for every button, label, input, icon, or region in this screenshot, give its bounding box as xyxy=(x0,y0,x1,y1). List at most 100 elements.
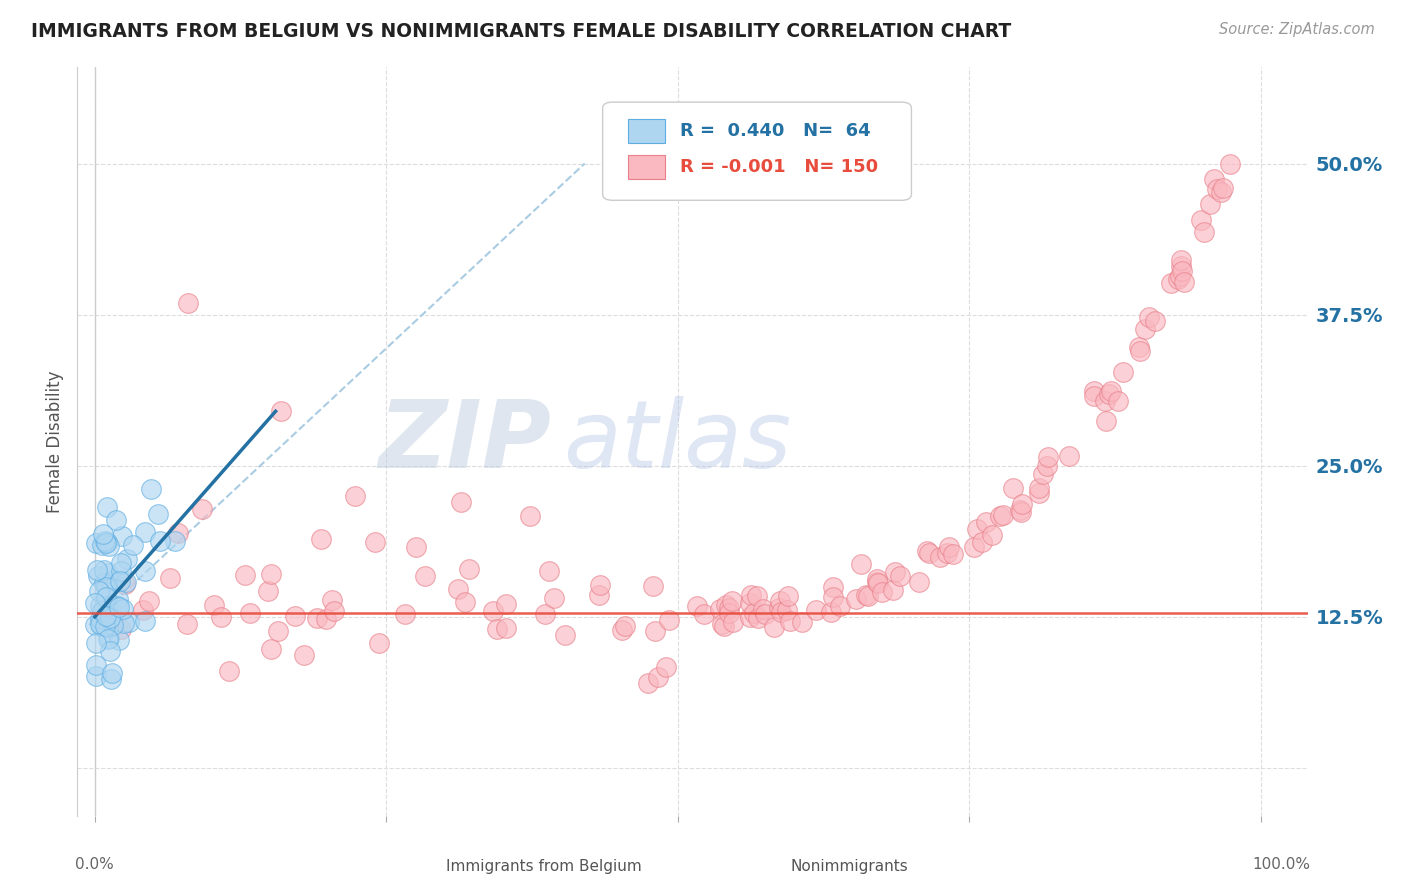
Point xyxy=(96,590,118,604)
Point xyxy=(754,607,776,621)
Text: Source: ZipAtlas.com: Source: ZipAtlas.com xyxy=(1219,22,1375,37)
Point xyxy=(942,547,965,561)
Point xyxy=(485,622,508,636)
Point xyxy=(1036,450,1059,464)
Point xyxy=(866,572,889,586)
Point xyxy=(94,609,117,624)
Point xyxy=(519,508,541,523)
Point xyxy=(718,607,741,621)
Point xyxy=(266,624,288,638)
Point xyxy=(394,607,416,621)
Point xyxy=(139,482,162,496)
Text: 0.0%: 0.0% xyxy=(75,857,114,872)
Point xyxy=(938,540,960,554)
Point xyxy=(1189,212,1212,227)
Point xyxy=(588,588,610,602)
Point xyxy=(740,588,762,602)
Point xyxy=(84,618,107,632)
Point xyxy=(163,534,186,549)
Point xyxy=(716,598,738,612)
Point xyxy=(1219,156,1241,170)
Point xyxy=(641,579,664,593)
Point xyxy=(364,535,387,549)
Point xyxy=(1199,196,1222,211)
Point xyxy=(655,659,678,673)
Point xyxy=(104,513,127,527)
Point xyxy=(94,581,117,595)
Point xyxy=(1129,343,1152,358)
Point xyxy=(828,599,851,614)
Point xyxy=(1144,313,1167,327)
Point xyxy=(98,631,121,645)
Point xyxy=(176,616,198,631)
Point xyxy=(1008,503,1031,517)
Point xyxy=(98,598,121,612)
Point xyxy=(721,593,744,607)
Point xyxy=(98,539,121,553)
Point xyxy=(711,616,734,631)
Point xyxy=(1032,467,1054,481)
Point xyxy=(134,614,156,628)
Point xyxy=(100,672,122,686)
Point xyxy=(637,675,659,690)
FancyBboxPatch shape xyxy=(628,119,665,143)
Point xyxy=(177,295,200,310)
Point xyxy=(90,604,112,618)
Point xyxy=(110,564,132,578)
Point xyxy=(1133,322,1156,336)
Point xyxy=(107,591,129,606)
Point xyxy=(907,575,929,590)
Point xyxy=(768,601,790,615)
Point xyxy=(1111,365,1133,379)
Point xyxy=(450,495,472,509)
Text: R = -0.001   N= 150: R = -0.001 N= 150 xyxy=(681,158,879,176)
Point xyxy=(86,668,108,682)
Point xyxy=(100,644,122,658)
Point xyxy=(495,597,517,611)
Point xyxy=(149,534,172,549)
Text: atlas: atlas xyxy=(564,396,792,487)
Point xyxy=(146,507,169,521)
Point xyxy=(218,664,240,678)
Point xyxy=(1170,253,1192,268)
Point xyxy=(84,636,107,650)
Text: ZIP: ZIP xyxy=(378,395,551,488)
Point xyxy=(100,665,122,680)
Point xyxy=(97,566,120,580)
Point xyxy=(554,628,576,642)
Point xyxy=(118,615,141,630)
Point xyxy=(103,574,125,588)
Point xyxy=(114,576,136,591)
Point xyxy=(98,611,121,625)
Point xyxy=(90,618,112,632)
Point xyxy=(776,589,799,603)
Point xyxy=(107,633,129,648)
Point xyxy=(315,612,337,626)
Point xyxy=(855,588,877,602)
Point xyxy=(368,636,391,650)
Point xyxy=(115,552,138,566)
Point xyxy=(111,528,134,542)
Text: IMMIGRANTS FROM BELGIUM VS NONIMMIGRANTS FEMALE DISABILITY CORRELATION CHART: IMMIGRANTS FROM BELGIUM VS NONIMMIGRANTS… xyxy=(31,22,1011,41)
Point xyxy=(94,611,117,625)
Point xyxy=(1212,181,1234,195)
Point xyxy=(709,601,731,615)
Point xyxy=(96,536,118,550)
Point xyxy=(86,536,108,550)
Point xyxy=(257,583,280,598)
Point xyxy=(84,658,107,673)
Point xyxy=(138,594,160,608)
Point xyxy=(1028,486,1050,500)
Point xyxy=(292,648,315,663)
Point xyxy=(866,575,889,590)
Point xyxy=(84,596,107,610)
Point xyxy=(93,563,115,577)
Point xyxy=(91,538,114,552)
Point xyxy=(454,595,477,609)
Point xyxy=(105,599,128,613)
Point xyxy=(1107,394,1129,409)
Point xyxy=(806,603,828,617)
Point xyxy=(458,562,481,576)
Point xyxy=(821,580,844,594)
Point xyxy=(260,567,283,582)
